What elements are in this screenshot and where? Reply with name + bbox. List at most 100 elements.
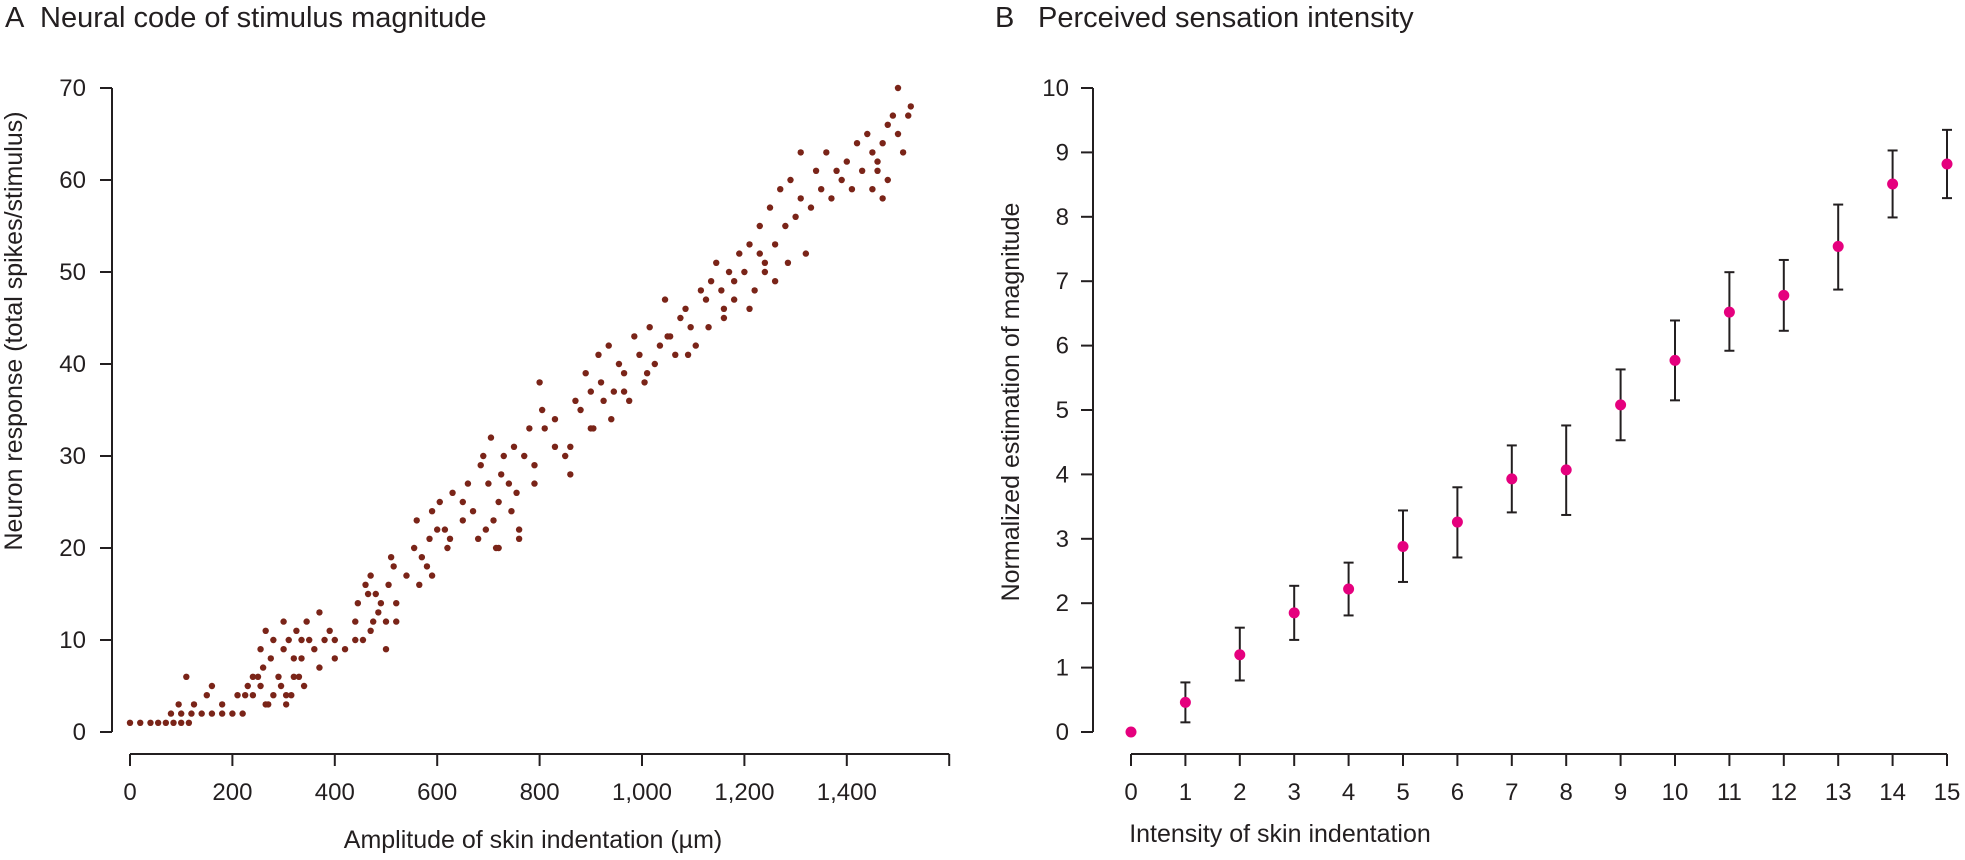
panel-a-point	[538, 406, 546, 414]
panel-a-point	[797, 149, 804, 156]
panel-a-x-tick-label: 1,000	[612, 779, 672, 806]
panel-b-x-tick-label: 7	[1505, 779, 1518, 806]
panel-a-point	[367, 627, 374, 634]
panel-a-point	[277, 682, 285, 690]
panel-a-x-tick-label: 400	[315, 779, 355, 806]
panel-a-point	[352, 618, 359, 625]
panel-b-y-tick-label: 4	[1056, 461, 1069, 488]
panel-a-point	[257, 682, 264, 690]
panel-a-title: Neural code of stimulus magnitude	[40, 2, 487, 34]
panel-a-point	[288, 692, 295, 699]
panel-a-point	[377, 600, 385, 607]
panel-a-point	[730, 278, 738, 285]
panel-b-point	[1887, 178, 1899, 190]
panel-a-point	[572, 397, 579, 404]
panel-a-point	[531, 480, 538, 487]
panel-a-point	[372, 590, 379, 598]
panel-a-point	[692, 342, 699, 349]
panel-a-point	[905, 112, 912, 119]
panel-a-point	[321, 636, 328, 644]
panel-a-point	[418, 554, 426, 561]
panel-a-point	[126, 719, 134, 726]
panel-a-point	[375, 609, 382, 616]
panel-a-point	[597, 379, 605, 386]
panel-b-points	[1125, 158, 1953, 738]
panel-a-point	[185, 719, 193, 726]
panel-a-point	[403, 572, 410, 579]
panel-a-point	[416, 581, 423, 588]
panel-a-point	[526, 425, 533, 432]
panel-a-point	[410, 544, 418, 552]
panel-a-point	[646, 324, 653, 331]
panel-a-point	[567, 471, 574, 478]
panel-a-point	[777, 186, 784, 193]
panel-a-point	[282, 692, 290, 699]
panel-a-y-axis: 0 10 20 30 40 50 60 70	[59, 75, 113, 746]
panel-a-x-axis-label: Amplitude of skin indentation (µm)	[344, 826, 722, 854]
panel-b-y-axis: 0 1 2 3 4 5 6 7 8 9 10	[1042, 75, 1094, 746]
panel-b-y-axis-label: Normalized estimation of magnitude	[997, 203, 1025, 602]
panel-a-point	[147, 719, 154, 726]
panel-a-point	[899, 149, 907, 156]
panel-a-point	[718, 287, 725, 294]
panel-a-point	[531, 462, 538, 469]
panel-a-point	[257, 646, 264, 653]
panel-a-point	[879, 195, 886, 202]
panel-a-point	[341, 646, 349, 653]
panel-a-point	[490, 517, 497, 524]
panel-b-y-tick-label: 2	[1056, 590, 1069, 617]
panel-a-point	[843, 158, 850, 165]
panel-b-letter: B	[995, 2, 1014, 34]
panel-a-letter: A	[5, 2, 25, 34]
panel-a-point	[354, 600, 362, 607]
panel-a-y-tick-label: 30	[59, 443, 86, 470]
panel-a-point	[498, 471, 505, 478]
panel-b-y-tick-label: 8	[1056, 204, 1069, 231]
panel-b-x-tick-label: 13	[1825, 779, 1852, 806]
panel-a-point	[434, 526, 441, 533]
panel-a-point	[515, 535, 523, 542]
panel-a-point	[249, 673, 257, 680]
panel-a-point	[562, 452, 569, 460]
panel-a-point	[137, 719, 144, 726]
panel-b-point	[1179, 696, 1191, 708]
panel-a-y-tick-label: 20	[59, 535, 86, 562]
panel-b-x-tick-label: 15	[1934, 779, 1961, 806]
panel-b-y-tick-label: 3	[1056, 526, 1069, 553]
panel-a-point	[595, 351, 602, 358]
panel-a-point	[807, 204, 815, 211]
panel-b-point	[1288, 607, 1300, 619]
panel-a-point	[262, 627, 269, 634]
panel-a-point	[229, 710, 236, 717]
panel-a-point	[702, 296, 710, 303]
panel-a-point	[736, 250, 743, 257]
panel-b-y-tick-label: 0	[1056, 719, 1069, 746]
panel-a-y-axis-label: Neuron response (total spikes/stimulus)	[0, 111, 28, 550]
panel-a-point	[364, 590, 372, 598]
panel-a-point	[741, 268, 748, 276]
panel-a-point	[170, 719, 177, 726]
panel-a-point	[761, 259, 769, 266]
panel-a-point	[782, 222, 789, 230]
panel-a-point	[889, 112, 897, 119]
panel-a-point	[605, 342, 612, 349]
panel-a-x-tick-label: 1,400	[817, 779, 877, 806]
panel-a-point	[311, 646, 318, 653]
panel-b-x-tick-label: 8	[1560, 779, 1573, 806]
panel-a-point	[275, 673, 282, 680]
panel-a-point	[656, 342, 664, 349]
panel-a-point	[175, 701, 182, 708]
panel-a-point	[178, 710, 185, 717]
panel-a-point	[631, 333, 638, 340]
panel-a-point	[521, 452, 528, 460]
panel-a-x-tick-label: 200	[212, 779, 252, 806]
panel-a-point	[428, 508, 436, 515]
panel-a-point	[771, 278, 779, 285]
panel-a-point	[697, 287, 705, 294]
panel-a-point	[382, 646, 390, 653]
panel-a-point	[428, 572, 436, 579]
panel-a-point	[495, 498, 502, 506]
panel-a-point	[482, 526, 490, 533]
panel-b-title: Perceived sensation intensity	[1038, 2, 1414, 34]
panel-a-point	[848, 186, 856, 193]
